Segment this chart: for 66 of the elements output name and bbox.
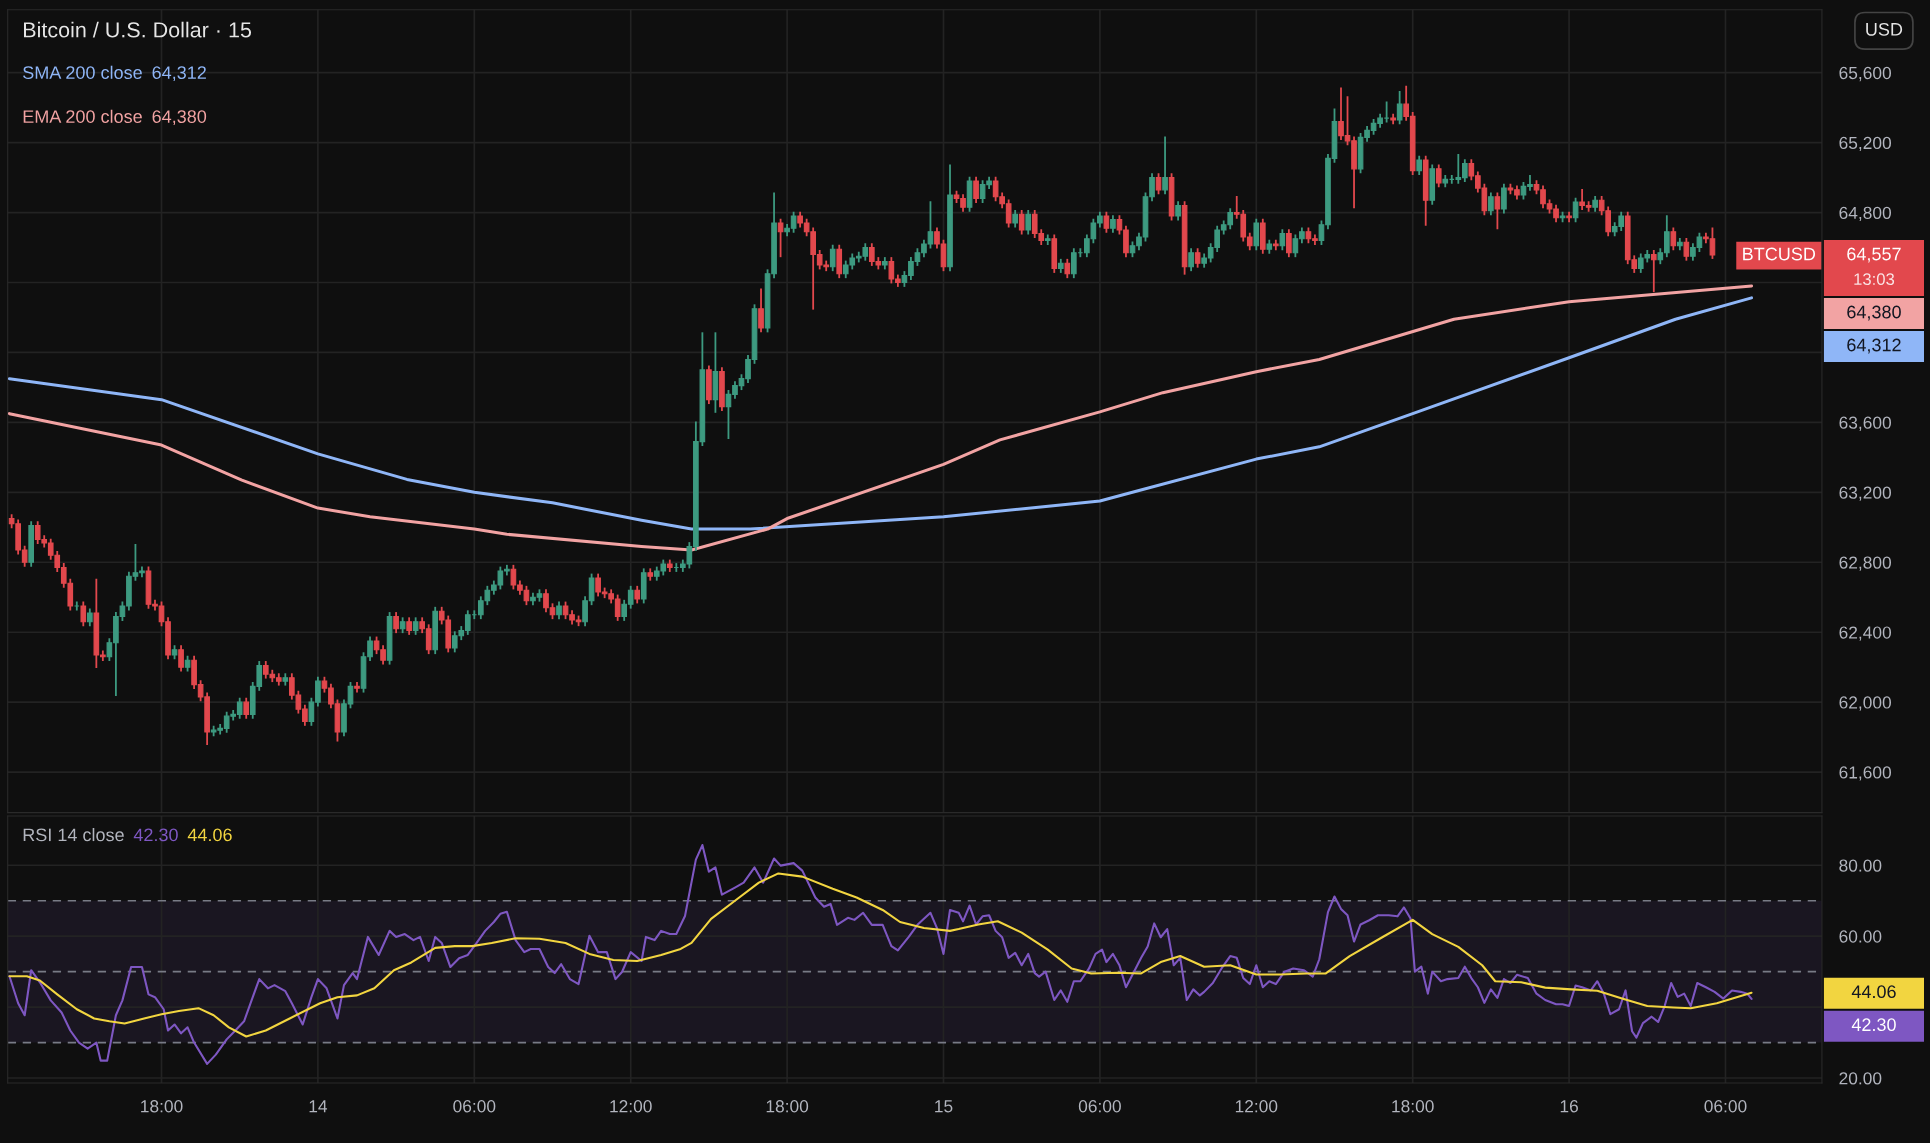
text: 64,312	[1847, 338, 1901, 354]
candlestick	[973, 176, 979, 203]
y-tick-label: 20.00	[1839, 1072, 1882, 1085]
candlestick	[1670, 227, 1677, 251]
candlestick	[1501, 183, 1507, 214]
candlestick	[777, 218, 784, 258]
x-tick-label: 18:00	[766, 1100, 809, 1113]
x-tick-label: 18:00	[141, 1100, 183, 1113]
text: 13:03	[1854, 273, 1895, 286]
text: USD	[1866, 22, 1903, 36]
text: SMA 200 close	[23, 65, 142, 79]
candlestick	[1162, 136, 1168, 195]
candlestick	[243, 697, 250, 719]
x-tick-label: 06:00	[1704, 1100, 1747, 1113]
candlestick	[1279, 229, 1286, 251]
x-tick-label: 18:00	[1392, 1100, 1434, 1113]
annotation: 64,380	[152, 110, 207, 126]
text: 64,380	[1847, 305, 1901, 321]
y-tick-label: 61,600	[1839, 766, 1892, 781]
candlestick	[1103, 211, 1110, 233]
candlestick	[1488, 192, 1494, 216]
y-tick-label: 62,000	[1839, 696, 1892, 711]
chart-title: Bitcoin / U.S. Dollar · 15	[24, 21, 252, 38]
candlestick	[1286, 229, 1292, 258]
y-tick-label: 62,800	[1839, 556, 1892, 571]
candlestick	[1650, 250, 1657, 293]
annotation: 42.30	[133, 828, 178, 842]
y-tick-label: 80.00	[1839, 859, 1882, 872]
candlestick	[829, 244, 836, 272]
text: 44.06	[1851, 985, 1896, 999]
annotation: BTCUSD	[1743, 247, 1816, 261]
x-tick-label: 12:00	[610, 1100, 652, 1113]
candlestick	[1494, 192, 1501, 230]
candlestick	[80, 601, 87, 627]
x-tick-label: 06:00	[453, 1100, 496, 1113]
candlestick	[1018, 209, 1025, 235]
annotation: 44.06	[187, 828, 232, 842]
x-tick-label: 12:00	[1235, 1100, 1278, 1113]
text: EMA 200 close	[23, 109, 142, 123]
text: RSI 14 close	[23, 827, 124, 842]
candlestick	[1683, 237, 1690, 261]
y-tick-label: 60.00	[1839, 930, 1882, 943]
candlestick	[178, 645, 184, 672]
y-tick-label: 65,200	[1839, 136, 1892, 152]
x-tick-label: 15	[935, 1100, 953, 1113]
x-tick-label: 14	[309, 1100, 328, 1113]
candlestick	[758, 288, 764, 333]
text: 42.30	[1851, 1018, 1896, 1032]
candlestick	[1044, 234, 1051, 245]
y-tick-label: 64,800	[1839, 206, 1892, 222]
x-tick-label: 06:00	[1078, 1100, 1121, 1113]
x-tick-label: 16	[1560, 1100, 1578, 1113]
candlestick	[1188, 248, 1194, 272]
y-tick-label: 63,200	[1839, 486, 1892, 501]
annotation: 64,312	[152, 66, 206, 82]
y-tick-label: 63,600	[1839, 416, 1892, 431]
candlestick	[1572, 197, 1579, 223]
y-tick-label: 65,600	[1839, 66, 1892, 82]
text: 64,557	[1847, 247, 1901, 263]
candlestick	[1025, 209, 1032, 235]
candlestick	[1435, 164, 1442, 188]
candlestick	[1396, 90, 1403, 125]
candlestick	[354, 682, 360, 693]
candlestick	[393, 612, 399, 634]
y-tick-label: 62,400	[1839, 626, 1892, 641]
candlestick	[1253, 218, 1260, 251]
